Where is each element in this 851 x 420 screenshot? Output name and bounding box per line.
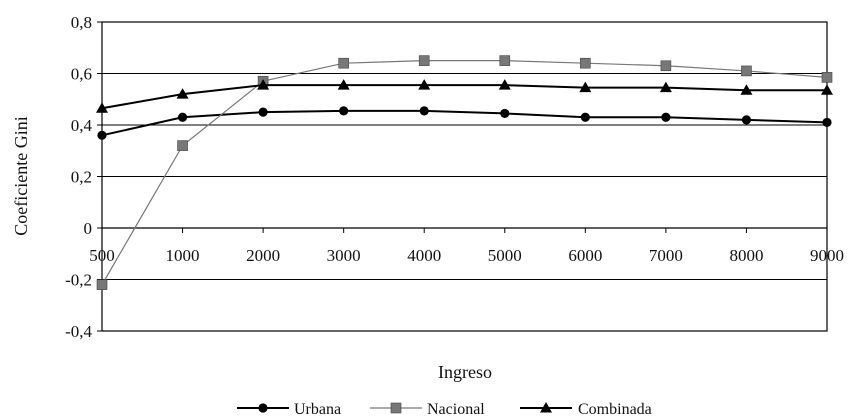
grid-lines: [102, 73, 827, 280]
series-combinada: [96, 79, 833, 113]
point-urbana: [97, 130, 107, 140]
legend-label-nacional: Nacional: [427, 401, 485, 418]
point-combinada: [96, 102, 108, 113]
point-combinada: [257, 79, 270, 90]
x-tick-label: 1000: [166, 246, 200, 265]
point-urbana: [500, 108, 510, 119]
point-combinada: [176, 88, 189, 99]
legend-item-combinada: Combinada: [520, 401, 652, 418]
point-combinada: [659, 81, 672, 93]
x-tick-label: 4000: [407, 246, 441, 265]
x-tick-label: 5000: [488, 246, 522, 265]
legend-marker-nacional: [390, 402, 402, 414]
y-axis-ticks: -0,4 -0,2 0 0,2 0,4 0,6 0,8: [65, 13, 102, 341]
point-urbana: [419, 106, 429, 116]
x-tick-label: 2000: [246, 246, 280, 265]
series-urbana: [97, 106, 832, 140]
point-urbana: [258, 107, 268, 117]
legend-label-combinada: Combinada: [578, 401, 652, 418]
series-line-nacional: [101, 60, 828, 285]
y-tick-label: 0: [84, 219, 93, 238]
legend-marker-combinada: [540, 402, 552, 413]
point-nacional: [580, 57, 591, 69]
point-combinada: [740, 84, 753, 95]
point-nacional: [499, 55, 511, 66]
point-nacional: [177, 140, 188, 151]
y-axis-title: Coeficiente Gini: [11, 116, 31, 235]
point-urbana: [822, 117, 832, 128]
point-combinada: [579, 81, 592, 93]
point-combinada: [337, 79, 350, 90]
legend-item-nacional: Nacional: [370, 401, 485, 418]
point-combinada: [418, 79, 431, 90]
point-urbana: [177, 112, 188, 122]
x-tick-label: 500: [89, 246, 115, 265]
point-combinada: [498, 79, 511, 90]
x-tick-label: 6000: [568, 246, 602, 265]
point-urbana: [741, 115, 752, 125]
x-tick-label: 9000: [810, 246, 844, 265]
point-nacional: [821, 72, 833, 83]
y-tick-label: 0,8: [71, 13, 92, 32]
x-axis-title: Ingreso: [438, 362, 492, 382]
point-combinada: [821, 84, 833, 95]
legend: Urbana Nacional Combinada: [237, 401, 652, 418]
x-axis-ticks: 500 1000 2000 3000 4000 5000 6000 7000 8000 9000: [89, 228, 844, 265]
point-urbana: [580, 112, 590, 122]
point-nacional: [741, 65, 752, 77]
point-urbana: [661, 112, 671, 122]
point-urbana: [339, 106, 349, 116]
y-tick-label: 0,2: [71, 168, 92, 187]
point-nacional: [338, 57, 349, 69]
x-tick-label: 3000: [327, 246, 361, 265]
legend-label-urbana: Urbana: [294, 401, 341, 418]
series-group: [96, 55, 833, 290]
y-tick-label: -0,2: [65, 271, 92, 290]
x-tick-label: 7000: [649, 246, 683, 265]
y-tick-label: 0,6: [71, 65, 92, 84]
y-tick-label: -0,4: [65, 322, 92, 341]
series-line-urbana: [101, 109, 828, 137]
y-tick-label: 0,4: [71, 116, 93, 135]
series-line-combinada: [101, 84, 827, 110]
legend-marker-urbana: [258, 403, 268, 413]
legend-item-urbana: Urbana: [237, 401, 341, 418]
point-nacional: [96, 279, 108, 290]
x-tick-label: 8000: [729, 246, 763, 265]
point-nacional: [660, 60, 672, 72]
point-nacional: [418, 55, 430, 66]
